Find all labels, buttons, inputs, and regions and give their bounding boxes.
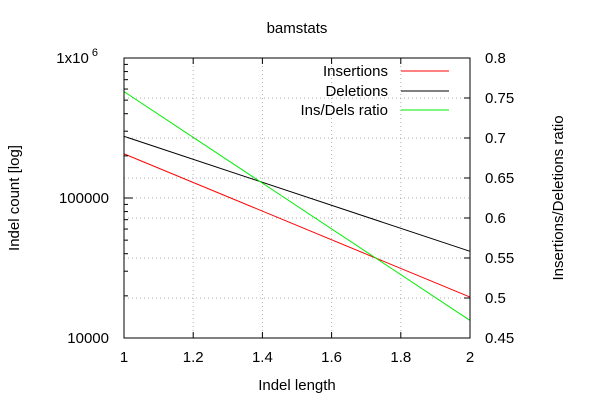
y2-tick-label: 0.7 [485,130,506,147]
y2-tick-label: 0.6 [485,210,506,227]
y2-axis-label: Insertions/Deletions ratio [550,115,567,280]
tick-labels: 1 1.2 1.4 1.6 1.8 2 10000 100000 1x10 6 0.45 0.5 0.… [56,47,514,366]
y2-tick-label: 0.55 [485,250,514,267]
y-tick-label: 100000 [59,190,109,207]
chart-title: bamstats [267,20,328,37]
y2-tick-label: 0.65 [485,170,514,187]
x-tick-label: 1.2 [183,349,204,366]
y-tick-label: 1x10 6 [56,47,98,67]
legend-label: Deletions [325,83,388,100]
series-line-insertions [123,153,471,298]
y2-tick-label: 0.45 [485,330,514,347]
x-axis-label: Indel length [258,377,336,394]
legend: Insertions Deletions Ins/Dels ratio [300,63,449,119]
x-tick-label: 1.4 [252,349,273,366]
legend-label: Ins/Dels ratio [300,102,388,119]
series-lines [123,91,471,321]
x-tick-label: 2 [466,349,474,366]
y-axis-label: Indel count [log] [6,145,23,251]
x-tick-label: 1.6 [321,349,342,366]
x-tick-label: 1.8 [390,349,411,366]
series-line-deletions [123,135,471,252]
y2-tick-label: 0.8 [485,50,506,67]
x-tick-label: 1 [120,349,128,366]
y-tick-label: 10000 [67,330,109,347]
series-line-ins-dels-ratio [123,91,471,321]
legend-label: Insertions [323,63,388,80]
ticks [123,57,471,339]
grid [124,58,470,338]
y2-tick-label: 0.5 [485,290,506,307]
y2-tick-label: 0.75 [485,90,514,107]
